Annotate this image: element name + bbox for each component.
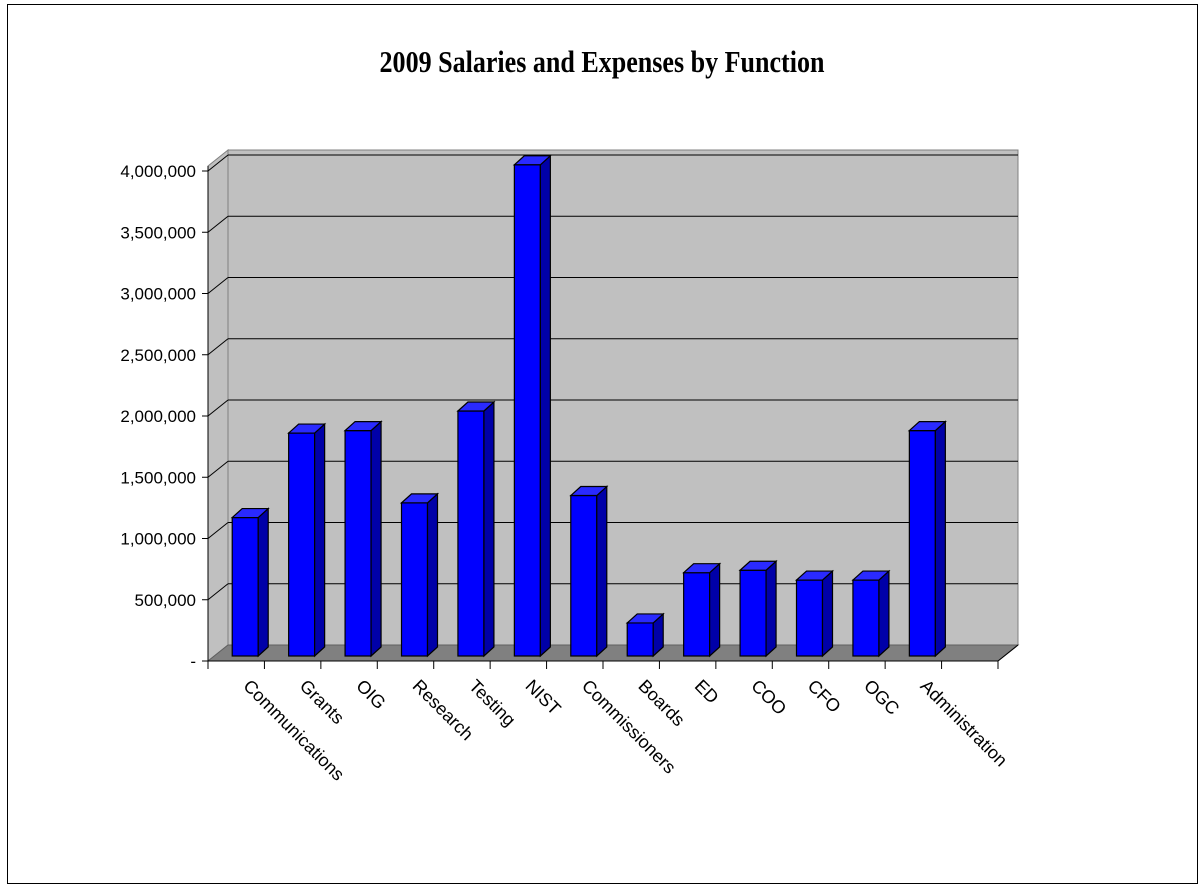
y-tick-label: 2,000,000 [120, 407, 196, 426]
bar-front [232, 518, 258, 656]
x-tick-label: OIG [352, 676, 389, 713]
bar-front [345, 431, 371, 656]
bar [627, 614, 663, 656]
x-tick-label: Research [409, 676, 478, 745]
bar-front [289, 433, 315, 656]
bar-front [909, 431, 935, 656]
y-tick-label: 3,000,000 [120, 285, 196, 304]
bar-side [540, 156, 550, 656]
x-tick-label: Administration [917, 676, 1012, 771]
bar [232, 509, 268, 656]
bar-side [766, 561, 776, 656]
y-axis: - 500,000 1,000,000 1,500,000 2,000,000 2,500… [120, 162, 208, 671]
x-tick-label: Boards [634, 676, 688, 730]
bar-front [514, 165, 540, 656]
y-tick-label: - [190, 652, 196, 671]
bar-side [710, 564, 720, 656]
x-tick-label: Communications [239, 676, 348, 785]
bar-side [597, 487, 607, 656]
bar-front [684, 573, 710, 656]
bar [514, 156, 550, 656]
y-tick-label: 2,500,000 [120, 346, 196, 365]
y-tick-label: 1,000,000 [120, 530, 196, 549]
x-tick-label: ED [691, 676, 723, 708]
bar-side [484, 402, 494, 656]
y-tick-label: 500,000 [135, 591, 196, 610]
bar [853, 571, 889, 656]
bar [402, 494, 438, 656]
bar-side [315, 424, 325, 656]
bar-front [853, 580, 879, 656]
x-tick-label: NIST [522, 676, 565, 719]
bar [797, 571, 833, 656]
bar [909, 422, 945, 656]
bar [740, 561, 776, 656]
floor [208, 645, 1018, 661]
side-wall [208, 150, 228, 661]
bar-side [371, 422, 381, 656]
chart-walls [208, 150, 1018, 661]
bar-side [428, 494, 438, 656]
bar-side [823, 571, 833, 656]
bar-front [571, 496, 597, 656]
bar-front [458, 411, 484, 656]
bar-side [935, 422, 945, 656]
bar-front [797, 580, 823, 656]
x-tick-label: Testing [465, 676, 519, 730]
y-tick-label: 4,000,000 [120, 162, 196, 181]
bar [684, 564, 720, 656]
x-tick-label: COO [747, 676, 790, 719]
x-tick-label: CFO [804, 676, 845, 717]
bar [345, 422, 381, 656]
bar-front [627, 623, 653, 656]
x-tick-label: OGC [860, 676, 903, 719]
x-tick-label: Grants [296, 676, 348, 728]
bar-side [258, 509, 268, 656]
bar-front [740, 570, 766, 656]
bar-side [879, 571, 889, 656]
bar [458, 402, 494, 656]
y-tick-label: 3,500,000 [120, 223, 196, 242]
bar-front [402, 503, 428, 656]
y-tick-label: 1,500,000 [120, 468, 196, 487]
bar [571, 487, 607, 656]
bar [289, 424, 325, 656]
